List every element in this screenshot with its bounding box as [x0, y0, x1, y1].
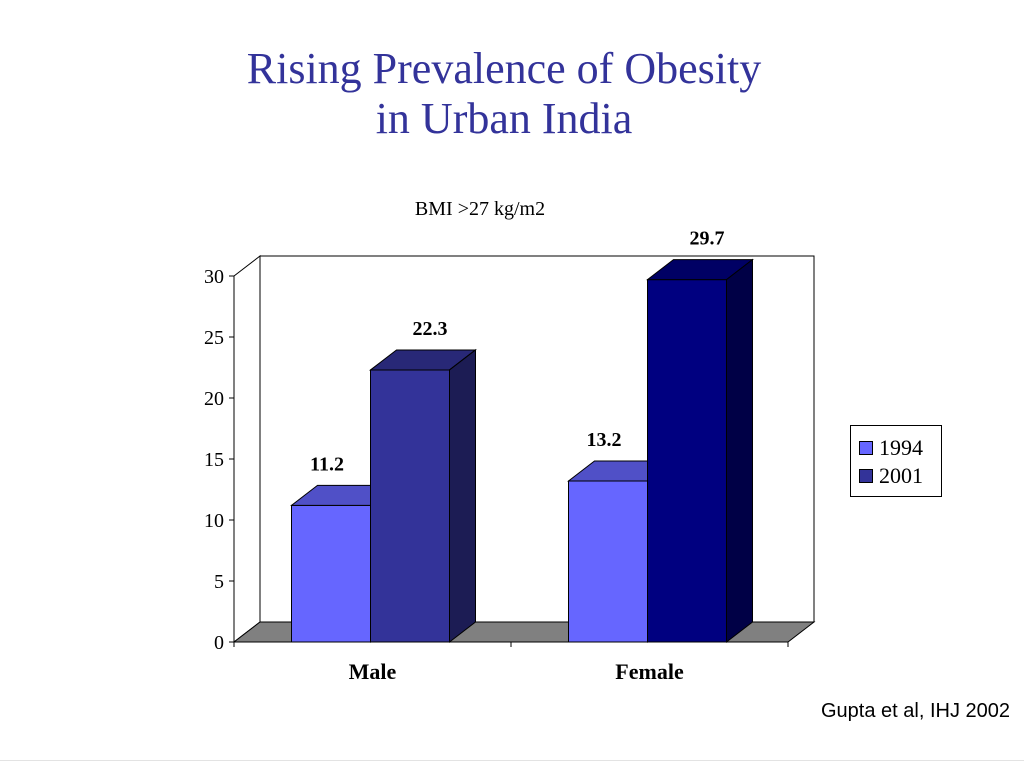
legend: 1994 2001	[850, 425, 942, 497]
legend-swatch-1994	[859, 441, 873, 455]
legend-label-2001: 2001	[879, 463, 923, 488]
bar-side	[449, 348, 476, 644]
data-label-male-1994: 11.2	[310, 453, 344, 475]
bar-female-2001	[646, 258, 754, 644]
data-labels: 11.2 22.3 13.2 29.7	[310, 228, 724, 476]
data-label-female-1994: 13.2	[587, 429, 622, 451]
side-wall	[233, 254, 261, 644]
y-tick-label: 10	[204, 510, 224, 532]
y-tick-label: 25	[204, 327, 224, 349]
bar-side	[726, 258, 753, 644]
x-axis: Male Female	[233, 641, 789, 684]
bar-front	[291, 504, 371, 643]
bar-front	[568, 480, 648, 643]
bars	[290, 258, 754, 644]
bar-male-2001	[369, 348, 477, 644]
y-tick-label: 15	[204, 449, 224, 471]
legend-label-1994: 1994	[879, 435, 923, 460]
title-line-1: Rising Prevalence of Obesity	[246, 44, 762, 93]
slide-title: Rising Prevalence of Obesity in Urban In…	[0, 44, 1008, 144]
data-label-female-2001: 29.7	[690, 228, 725, 250]
y-tick-label: 30	[204, 266, 224, 288]
legend-swatch-2001	[859, 469, 873, 483]
y-tick-label: 5	[214, 571, 224, 593]
data-label-male-2001: 22.3	[413, 318, 448, 340]
y-tick-label: 20	[204, 388, 224, 410]
citation: Gupta et al, IHJ 2002	[820, 700, 1010, 722]
y-tick-label: 0	[214, 632, 224, 654]
x-tick-label-female: Female	[615, 659, 684, 684]
legend-item-2001: 2001	[859, 463, 923, 488]
legend-item-1994: 1994	[859, 435, 923, 460]
bar-front	[370, 369, 450, 643]
chart-title: BMI >27 kg/m2	[414, 198, 546, 220]
title-line-2: in Urban India	[375, 94, 633, 143]
footer-rule	[0, 760, 1024, 761]
y-axis: 0 5 10 15 20 25 30	[204, 266, 235, 654]
x-tick-label-male: Male	[349, 659, 397, 684]
bar-front	[647, 279, 727, 643]
